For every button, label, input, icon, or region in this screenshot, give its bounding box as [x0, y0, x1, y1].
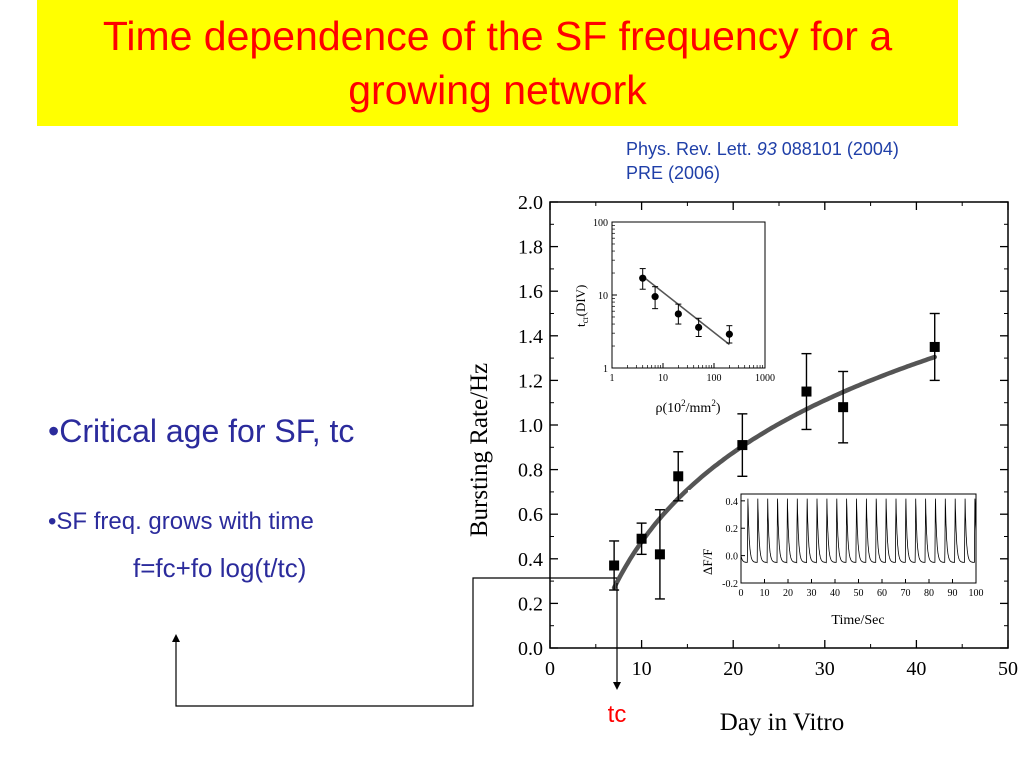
inset-loglog-point — [674, 310, 682, 318]
fit-curve — [611, 354, 937, 591]
citation-pre: PRE (2006) — [626, 163, 721, 183]
inset-loglog-chart: 1 10 100 1000 1 10 100 tcr(DIV) ρ(102/mm2) — [564, 215, 775, 416]
inset-loglog-x-tick-label: 100 — [707, 373, 722, 384]
main-x-tick-label: 40 — [906, 658, 926, 680]
main-chart: 0.00.20.40.60.81.01.21.41.61.82.0 0 10 20 3… — [466, 192, 1018, 736]
tc-label: tc — [608, 701, 627, 728]
data-point-marker — [929, 341, 940, 352]
inset-trace-x-tick-label: 10 — [760, 588, 770, 599]
main-x-ticks: 0 10 20 30 40 50 — [545, 202, 1018, 680]
main-data-points — [609, 312, 940, 600]
data-point-marker — [609, 560, 620, 571]
inset-loglog-background — [564, 215, 770, 395]
data-point-marker — [636, 533, 647, 544]
main-y-tick-label: 0.4 — [518, 549, 543, 571]
annotation-arrows: tc — [172, 577, 627, 728]
inset-trace-x-tick-label: 0 — [739, 588, 744, 599]
data-point-marker — [838, 402, 849, 413]
inset-trace-x-tick-label: 30 — [807, 588, 817, 599]
main-y-axis-label: Bursting Rate/Hz — [466, 363, 493, 537]
inset-loglog-x-tick-label: 10 — [658, 373, 668, 384]
main-y-tick-label: 1.0 — [518, 415, 543, 437]
title-line-1: Time dependence of the SF frequency for … — [102, 13, 893, 59]
inset-trace-y-tick-label: 0.0 — [726, 552, 739, 563]
main-y-tick-label: 0.2 — [518, 593, 543, 615]
inset-loglog-y-tick-label: 100 — [593, 218, 608, 229]
main-y-tick-label: 1.2 — [518, 370, 543, 392]
data-point-marker — [801, 386, 812, 397]
citation-prl: Phys. Rev. Lett. 93 088101 (2004) — [626, 138, 899, 160]
citation-prl-post: 088101 (2004) — [776, 139, 899, 159]
inset-trace-x-tick-label: 40 — [830, 588, 840, 599]
inset-trace-x-tick-label: 70 — [901, 588, 911, 599]
main-x-tick-label: 20 — [723, 658, 743, 680]
main-y-tick-label: 2.0 — [518, 192, 543, 214]
inset-trace-y-tick-label: 0.4 — [726, 497, 739, 508]
connector-arrow — [172, 577, 617, 707]
inset-loglog-y-tick-label: 1 — [603, 364, 608, 375]
main-x-tick-label: 50 — [998, 658, 1018, 680]
main-y-tick-label: 1.8 — [518, 237, 543, 259]
inset-loglog-ticks: 1 10 100 1000 1 10 100 — [593, 218, 775, 384]
inset-loglog-y-tick-label: 10 — [598, 291, 608, 302]
inset-loglog-point — [695, 323, 703, 331]
data-point-marker — [654, 549, 665, 560]
inset-trace-x-tick-label: 90 — [948, 588, 958, 599]
citation-prl-pre: Phys. Rev. Lett. — [626, 139, 757, 159]
inset-loglog-x-tick-label: 1000 — [755, 373, 775, 384]
inset-trace-background — [688, 490, 988, 630]
inset-trace-x-tick-label: 60 — [877, 588, 887, 599]
main-y-tick-label: 0.8 — [518, 460, 543, 482]
bullet-critical-age: •Critical age for SF, tc — [48, 413, 355, 449]
data-point-marker — [673, 471, 684, 482]
inset-loglog-fit-line — [642, 275, 730, 346]
main-x-tick-label: 0 — [545, 658, 555, 680]
inset-loglog-y-label: tcr(DIV) — [573, 285, 590, 327]
data-point-marker — [737, 440, 748, 451]
inset-trace-x-tick-label: 50 — [854, 588, 864, 599]
citation-prl-volume: 93 — [756, 139, 777, 159]
inset-trace-ticks: 0 10 20 30 40 50 60 70 80 90 100 -0.2 0.0 0.2 0.4 — [722, 497, 983, 599]
inset-trace-line — [740, 498, 977, 564]
inset-loglog-point — [725, 330, 733, 338]
main-y-tick-label: 0.6 — [518, 504, 543, 526]
main-x-axis-label: Day in Vitro — [720, 709, 844, 736]
main-y-tick-label: 0.0 — [518, 638, 543, 660]
inset-trace-x-label: Time/Sec — [831, 613, 884, 628]
inset-trace-y-label: ΔF/F — [700, 549, 715, 575]
inset-trace-y-tick-label: -0.2 — [722, 579, 738, 590]
inset-loglog-x-tick-label: 1 — [610, 373, 615, 384]
inset-trace-y-tick-label: 0.2 — [726, 524, 739, 535]
formula: f=fc+fo log(t/tc) — [133, 553, 307, 583]
main-y-tick-label: 1.6 — [518, 281, 543, 303]
main-y-ticks: 0.0 0.2 0.4 0.6 0.8 1.0 1.2 1.4 1.6 1.8 2.0 — [518, 192, 1008, 660]
title-banner: Time dependence of the SF frequency for … — [37, 0, 958, 126]
inset-loglog-point — [639, 274, 647, 282]
main-x-tick-label: 30 — [815, 658, 835, 680]
inset-loglog-x-label: ρ(102/mm2) — [656, 398, 721, 416]
main-x-tick-label: 10 — [632, 658, 652, 680]
bullet-freq-grows: •SF freq. grows with time — [48, 508, 314, 535]
inset-trace-x-tick-label: 20 — [783, 588, 793, 599]
inset-trace-x-tick-label: 80 — [924, 588, 934, 599]
inset-loglog-point — [651, 293, 659, 301]
title-line-2: growing network — [348, 67, 647, 113]
inset-loglog-points — [639, 268, 733, 344]
inset-trace-chart: 0 10 20 30 40 50 60 70 80 90 100 -0.2 0.0 0.2 0.4 ΔF/F… — [688, 490, 988, 630]
main-y-tick-label: 1.4 — [518, 326, 543, 348]
inset-trace-x-tick-label: 100 — [969, 588, 984, 599]
